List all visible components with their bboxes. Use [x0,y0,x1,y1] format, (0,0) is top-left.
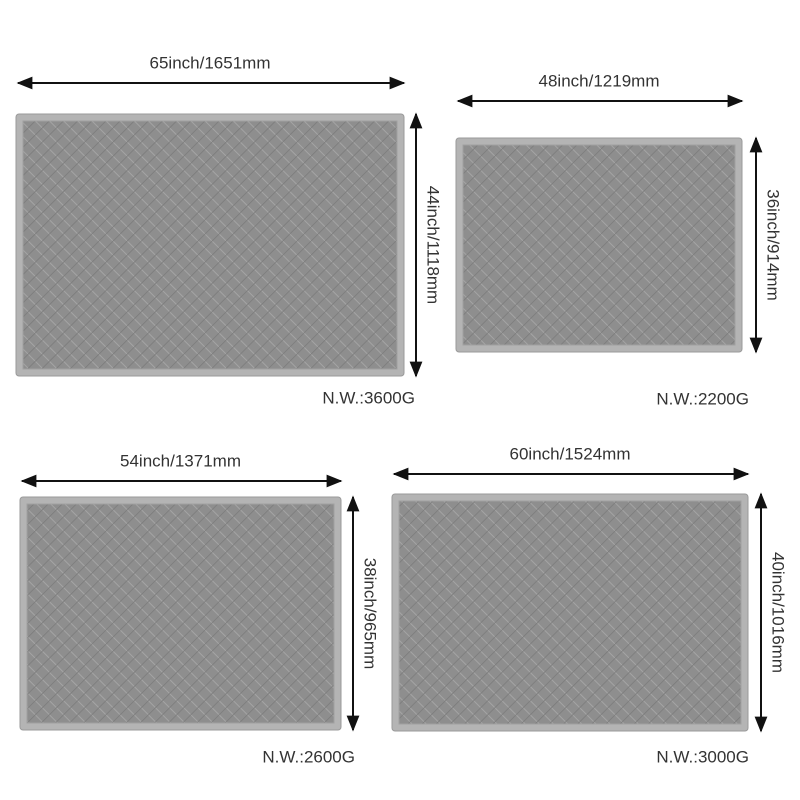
mat-texture [26,503,335,724]
weight-label: N.W.:2600G [262,747,355,766]
height-label: 38inch/965mm [361,558,380,670]
mat-texture [398,500,742,725]
width-label: 54inch/1371mm [120,451,241,470]
height-label: 36inch/914mm [764,189,783,301]
height-label: 40inch/1016mm [769,552,788,673]
mat-texture [462,144,736,346]
weight-label: N.W.:3000G [656,747,749,766]
width-label: 60inch/1524mm [510,444,631,463]
weight-label: N.W.:2200G [656,389,749,408]
weight-label: N.W.:3600G [322,388,415,407]
height-label: 44inch/1118mm [424,186,443,304]
width-label: 48inch/1219mm [539,71,660,90]
mat-texture [22,120,398,370]
width-label: 65inch/1651mm [150,53,271,72]
